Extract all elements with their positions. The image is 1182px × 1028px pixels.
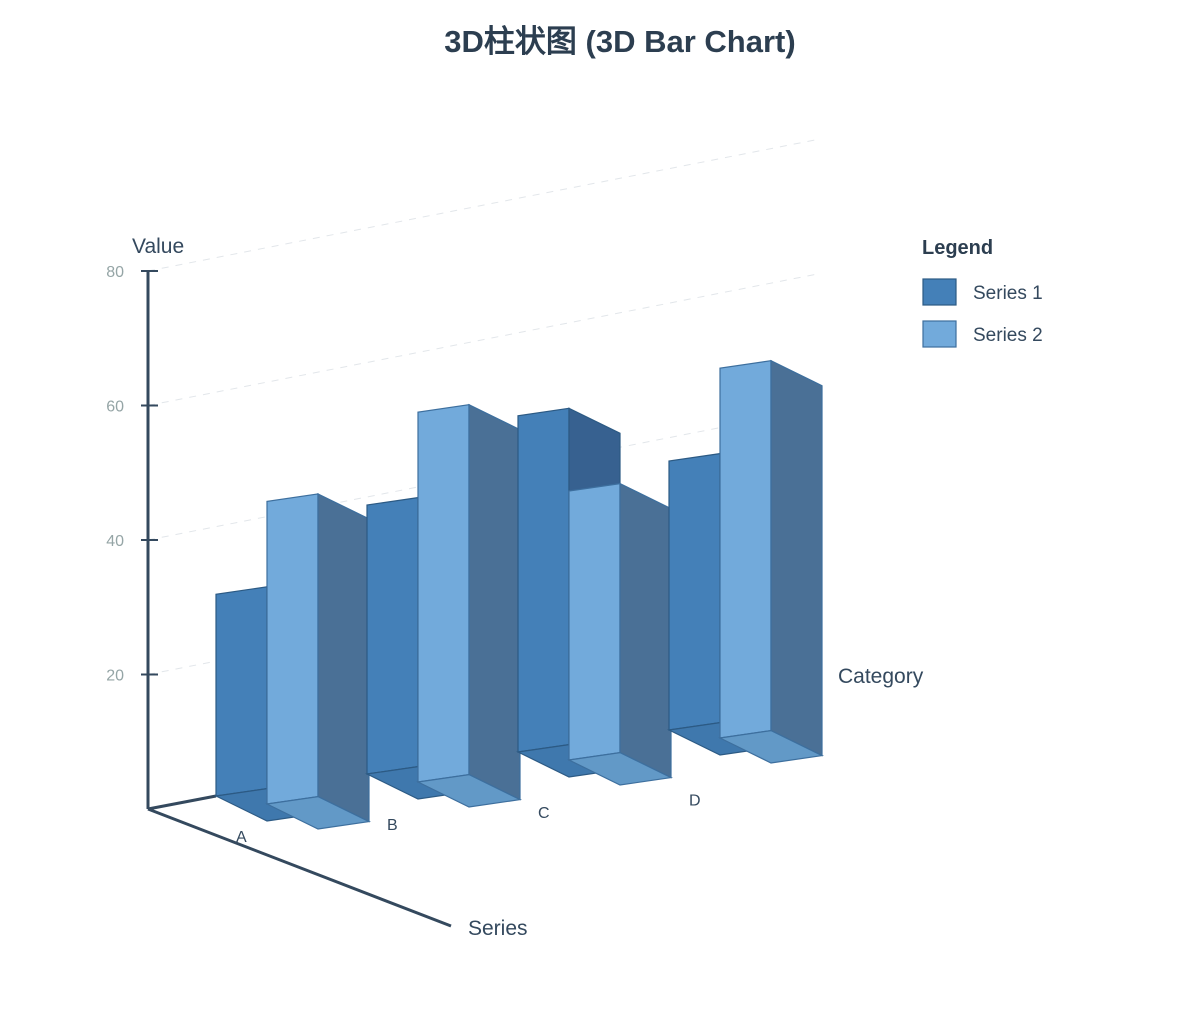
- category-label-B: B: [387, 817, 398, 834]
- axes: [141, 270, 452, 928]
- legend: Legend Series 1 Series 2: [922, 237, 1043, 348]
- bar-front-B-s2: [417, 404, 470, 783]
- gridline-60: [147, 273, 821, 406]
- labels: 20 40 60 80 A B C D: [106, 264, 700, 846]
- legend-label-series-2: Series 2: [973, 325, 1043, 346]
- z-axis-line: [147, 807, 452, 928]
- legend-swatch-series-2: [922, 320, 957, 348]
- y-tick-label-20: 20: [106, 668, 124, 685]
- bar-front-D-s2: [719, 360, 772, 739]
- bar-front-C-s1: [517, 407, 570, 753]
- category-label-A: A: [236, 829, 247, 846]
- gridline-80: [147, 138, 821, 272]
- legend-label-series-1: Series 1: [973, 283, 1043, 304]
- bars: [213, 359, 825, 830]
- bar-C-series-2: [566, 482, 674, 786]
- bar-front-B-s1: [366, 496, 419, 775]
- bar-side-B-s2: [468, 403, 521, 801]
- x-axis-line: [147, 794, 217, 811]
- x-axis-label: Category: [838, 665, 924, 688]
- bar-front-C-s2: [568, 482, 621, 761]
- bar-side-D-s2: [770, 359, 823, 757]
- y-tick-label-80: 80: [106, 264, 124, 281]
- z-axis-label: Series: [468, 917, 528, 940]
- chart-title: 3D柱状图 (3D Bar Chart): [444, 24, 795, 59]
- bar-base-B-s2: [415, 773, 523, 808]
- bar-base-A-s2: [264, 795, 372, 830]
- y-tick-label-60: 60: [106, 399, 124, 416]
- bar-front-A-s1: [215, 586, 268, 797]
- bar-base-C-s2: [566, 751, 674, 786]
- bar-side-A-s2: [317, 492, 370, 823]
- legend-title: Legend: [922, 237, 993, 259]
- bar-front-A-s2: [266, 493, 319, 805]
- bar-D-series-2: [717, 359, 825, 764]
- category-label-D: D: [689, 793, 701, 810]
- y-tick-label-40: 40: [106, 533, 124, 550]
- bar-side-C-s2: [619, 482, 672, 779]
- legend-swatch-series-1: [922, 278, 957, 306]
- bar-base-D-s2: [717, 729, 825, 764]
- y-axis-label: Value: [132, 235, 184, 258]
- bar-B-series-2: [415, 403, 523, 808]
- bar-A-series-2: [264, 492, 372, 830]
- bar-front-D-s1: [668, 452, 721, 731]
- category-label-C: C: [538, 805, 550, 822]
